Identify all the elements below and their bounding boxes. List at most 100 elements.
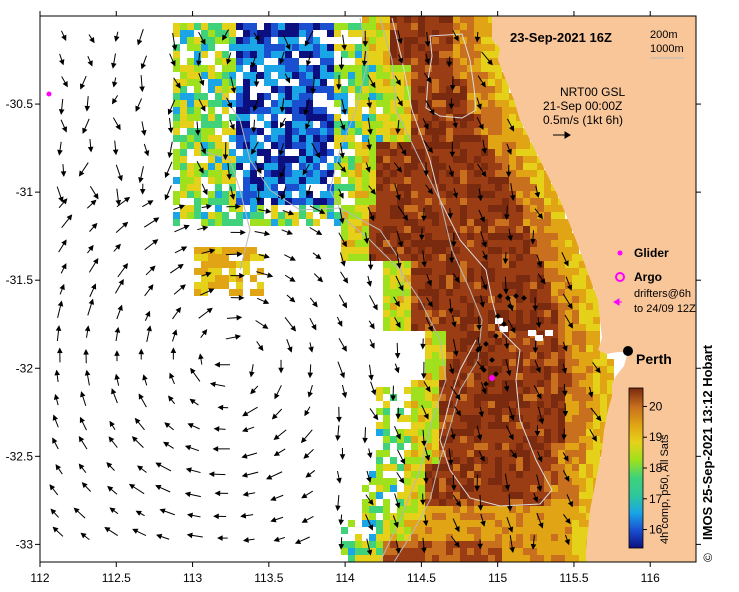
sst-cell	[474, 338, 481, 345]
sst-cell	[376, 79, 383, 86]
sst-cell	[180, 93, 187, 100]
sst-cell	[341, 128, 348, 135]
sst-cell	[250, 37, 257, 44]
sst-cell	[481, 16, 488, 23]
sst-cell	[180, 177, 187, 184]
sst-cell	[439, 170, 446, 177]
sst-cell	[187, 30, 194, 37]
current-vector-head	[273, 536, 280, 542]
sst-cell	[397, 177, 404, 184]
sst-cell	[460, 520, 467, 527]
sst-cell	[194, 184, 201, 191]
sst-cell	[474, 23, 481, 30]
current-vector-head	[250, 388, 257, 395]
sst-cell	[474, 499, 481, 506]
current-vector-head	[339, 218, 345, 225]
sst-cell	[565, 310, 572, 317]
current-vector-head	[55, 464, 62, 471]
sst-cell	[467, 114, 474, 121]
sst-cell	[481, 534, 488, 541]
sst-cell	[215, 142, 222, 149]
sst-cell	[523, 499, 530, 506]
sst-cell	[509, 352, 516, 359]
sst-cell	[481, 478, 488, 485]
sst-cell	[446, 338, 453, 345]
sst-cell	[586, 429, 593, 436]
sst-cell	[516, 254, 523, 261]
current-vector-head	[479, 216, 485, 223]
sst-cell	[502, 380, 509, 387]
current-vector-head	[474, 36, 481, 43]
sst-cell	[530, 548, 537, 555]
current-vector-head	[563, 455, 569, 462]
sst-cell	[537, 471, 544, 478]
current-info-line3: 0.5m/s (1kt 6h)	[543, 113, 623, 127]
sst-cell	[551, 527, 558, 534]
sst-cell	[481, 128, 488, 135]
sst-cell	[572, 485, 579, 492]
sst-cell	[299, 135, 306, 142]
current-vector-head	[305, 123, 311, 130]
sst-cell	[460, 555, 467, 562]
sst-cell	[530, 226, 537, 233]
sst-cell	[509, 422, 516, 429]
sst-cell	[404, 30, 411, 37]
sst-cell	[453, 506, 460, 513]
current-vector-head	[367, 524, 374, 531]
sst-cell	[502, 240, 509, 247]
sst-cell	[446, 317, 453, 324]
current-vector-head	[249, 371, 255, 378]
sst-cell	[551, 499, 558, 506]
sst-cell	[509, 100, 516, 107]
sst-cell	[523, 191, 530, 198]
sst-cell	[453, 471, 460, 478]
sst-cell	[390, 156, 397, 163]
current-vector-head	[421, 440, 427, 447]
sst-cell	[509, 177, 516, 184]
sst-cell	[383, 72, 390, 79]
sst-cell	[460, 401, 467, 408]
sst-cell	[488, 310, 495, 317]
sst-cell	[572, 352, 579, 359]
sst-cell	[453, 149, 460, 156]
current-vector-head	[534, 431, 541, 437]
sst-cell	[593, 394, 600, 401]
current-vector-head	[341, 240, 347, 248]
sst-cell	[397, 135, 404, 142]
sst-cell	[243, 191, 250, 198]
sst-cell	[355, 247, 362, 254]
sst-cell	[495, 520, 502, 527]
current-vector-head	[177, 263, 184, 270]
sst-cell	[271, 212, 278, 219]
sst-cell	[558, 289, 565, 296]
sst-cell	[432, 212, 439, 219]
current-vector-head	[366, 144, 372, 151]
sst-cell	[593, 443, 600, 450]
sst-cell	[495, 100, 502, 107]
sst-cell	[488, 415, 495, 422]
sst-cell	[474, 191, 481, 198]
sst-cell	[516, 478, 523, 485]
sst-cell	[481, 464, 488, 471]
sst-cell	[397, 16, 404, 23]
current-vector-head	[146, 325, 152, 332]
sst-cell	[376, 51, 383, 58]
sst-cell	[187, 170, 194, 177]
current-vector-head	[79, 83, 86, 90]
sst-cell	[432, 317, 439, 324]
sst-cell	[453, 345, 460, 352]
sst-cell	[404, 457, 411, 464]
sst-cell	[565, 387, 572, 394]
sst-cell	[411, 233, 418, 240]
sst-cell	[565, 478, 572, 485]
current-vector-head	[532, 496, 539, 503]
sst-cell	[299, 121, 306, 128]
sst-cell	[488, 513, 495, 520]
sst-cell	[453, 408, 460, 415]
current-vector-head	[222, 34, 228, 41]
sst-cell	[453, 534, 460, 541]
sst-cell	[544, 527, 551, 534]
sst-cell	[586, 338, 593, 345]
sst-cell	[502, 177, 509, 184]
sst-cell	[229, 275, 236, 282]
